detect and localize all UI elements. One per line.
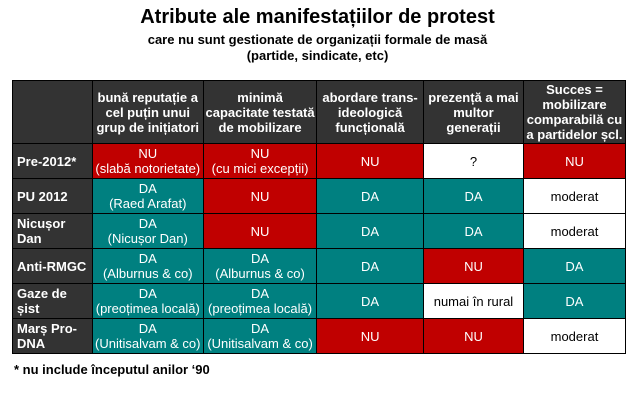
table-row: Pre-2012* NU (slabă notorietate) NU (cu mici… — [12, 143, 627, 179]
cell-value: DA — [565, 258, 584, 274]
table-cell: moderat — [522, 213, 627, 249]
cell-value: NU — [138, 146, 158, 161]
column-header: prezență a mai multor generații — [423, 80, 524, 144]
table-cell: numai în rural — [423, 283, 524, 319]
cell-value: DA — [361, 223, 380, 239]
table-cell: DA — [316, 283, 425, 319]
cell-value: moderat — [550, 223, 599, 239]
page-title: Atribute ale manifestațiilor de protest — [140, 6, 495, 28]
table-row: Nicușor Dan DA (Nicușor Dan) NU DA DA moderat — [12, 213, 627, 249]
cell-value: DA — [361, 258, 380, 274]
table-cell: NU — [316, 143, 425, 179]
row-label: Gaze de șist — [12, 283, 93, 319]
cell-note: (Alburnus & co) — [215, 266, 305, 281]
cell-value: NU — [250, 188, 270, 204]
table-cell: DA — [316, 213, 425, 249]
table-row: PU 2012 DA (Raed Arafat) NU DA DA moderat — [12, 178, 627, 214]
cell-note: (Unitisalvam & co) — [95, 336, 201, 351]
column-header: bună reputație a cel puțin unui grup de … — [91, 80, 204, 144]
table-row: Gaze de șist DA (preoțimea locală) DA (preoț… — [12, 283, 627, 319]
table-container: bună reputație a cel puțin unui grup de … — [12, 80, 627, 377]
footnote: * nu include începutul anilor ‘90 — [14, 362, 210, 377]
cell-value: DA — [251, 321, 270, 336]
cell-note: (Raed Arafat) — [109, 196, 187, 211]
cell-note: (preoțimea locală) — [208, 301, 313, 316]
cell-value: DA — [464, 188, 483, 204]
table-cell: NU (cu mici excepții) — [202, 143, 318, 179]
cell-note: (Unitisalvam & co) — [207, 336, 313, 351]
cell-value: DA — [138, 181, 157, 196]
cell-value: DA — [138, 216, 157, 231]
table-cell: DA (Alburnus & co) — [202, 248, 318, 284]
cell-value: DA — [138, 286, 157, 301]
cell-value: DA — [361, 293, 380, 309]
table-cell: NU — [423, 318, 524, 354]
row-label: Nicușor Dan — [12, 213, 93, 249]
table-cell: NU — [423, 248, 524, 284]
cell-value: ? — [469, 153, 478, 169]
column-header: minimă capacitate testată de mobilizare — [202, 80, 318, 144]
column-header — [12, 80, 93, 144]
cell-note: (preoțimea locală) — [95, 301, 200, 316]
cell-value: DA — [361, 188, 380, 204]
cell-note: (cu mici excepții) — [211, 161, 309, 176]
table-cell: DA (preoțimea locală) — [202, 283, 318, 319]
table-cell: DA (preoțimea locală) — [91, 283, 204, 319]
cell-note: (Nicușor Dan) — [107, 231, 188, 246]
table-cell: DA (Unitisalvam & co) — [91, 318, 204, 354]
table-cell: DA — [423, 178, 524, 214]
table-cell: NU — [202, 213, 318, 249]
cell-note: (Alburnus & co) — [102, 266, 193, 281]
row-label: Marș Pro-DNA — [12, 318, 93, 354]
table-cell: DA — [522, 248, 627, 284]
column-header: Succes = mobilizare comparabilă cu a par… — [522, 80, 627, 144]
cell-value: moderat — [550, 328, 599, 344]
cell-value: DA — [251, 286, 270, 301]
subtitle-note: (partide, sindicate, etc) — [246, 48, 389, 63]
table-cell: DA — [316, 248, 425, 284]
table-cell: DA — [522, 283, 627, 319]
table-cell: DA (Nicușor Dan) — [91, 213, 204, 249]
table-cell: moderat — [522, 178, 627, 214]
cell-value: NU — [360, 153, 380, 169]
cell-value: moderat — [550, 188, 599, 204]
cell-value: NU — [250, 146, 270, 161]
table-cell: DA — [316, 178, 425, 214]
table-cell: NU — [202, 178, 318, 214]
cell-value: NU — [464, 258, 483, 274]
cell-value: DA — [138, 251, 157, 266]
cell-value: DA — [565, 293, 584, 309]
cell-value: DA — [464, 223, 483, 239]
table-cell: DA (Unitisalvam & co) — [202, 318, 318, 354]
table-cell: DA (Raed Arafat) — [91, 178, 204, 214]
table-cell: DA — [423, 213, 524, 249]
cell-value: NU — [464, 328, 483, 344]
cell-value: NU — [360, 328, 380, 344]
table-row: Marș Pro-DNA DA (Unitisalvam & co) DA (Uniti… — [12, 318, 627, 354]
subtitle: care nu sunt gestionate de organizații f… — [147, 32, 488, 47]
cell-value: NU — [250, 223, 270, 239]
cell-value: DA — [138, 321, 157, 336]
cell-value: numai în rural — [433, 293, 514, 309]
cell-note: (slabă notorietate) — [95, 161, 201, 176]
table-cell: NU (slabă notorietate) — [91, 143, 204, 179]
column-header: abordare trans-ideologică funcțională — [316, 80, 425, 144]
table-cell: DA (Alburnus & co) — [91, 248, 204, 284]
header-row: bună reputație a cel puțin unui grup de … — [12, 80, 627, 144]
attributes-table: bună reputație a cel puțin unui grup de … — [12, 80, 627, 354]
row-label: Pre-2012* — [12, 143, 93, 179]
row-label: Anti-RMGC — [12, 248, 93, 284]
cell-value: DA — [251, 251, 270, 266]
row-label: PU 2012 — [12, 178, 93, 214]
cell-value: NU — [565, 153, 584, 169]
table-cell: ? — [423, 143, 524, 179]
table-cell: NU — [316, 318, 425, 354]
table-row: Anti-RMGC DA (Alburnus & co) DA (Alburnus & … — [12, 248, 627, 284]
table-cell: NU — [522, 143, 627, 179]
table-cell: moderat — [522, 318, 627, 354]
